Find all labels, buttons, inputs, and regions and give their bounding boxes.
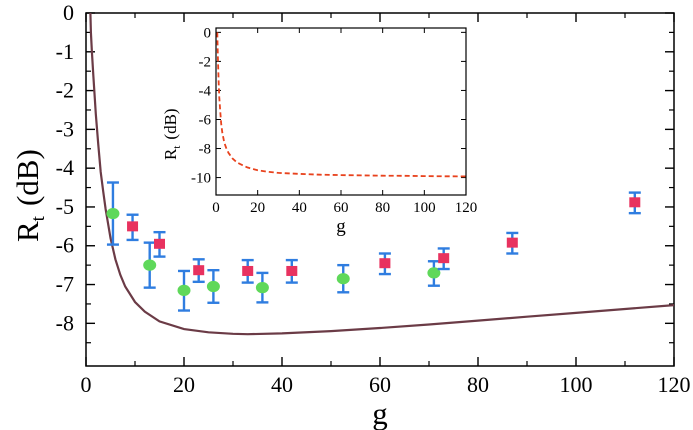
theory-curve [89, 12, 675, 336]
main-x-axis-label: g [372, 396, 388, 430]
inset-y-tick-label: 0 [204, 25, 212, 41]
inset-plot-frame [215, 27, 467, 196]
inset-x-tick-label: 80 [375, 200, 390, 216]
main-y-ticks: 0 -1 -2 -3 -4 -5 -6 -7 -8 [56, 0, 674, 344]
x-tick-label: 100 [560, 372, 593, 397]
data-point-square [242, 265, 254, 276]
inset-x-tick-label: 20 [250, 200, 265, 216]
inset-y-label-main: R [161, 148, 180, 160]
inset-x-tick-label: 0 [212, 200, 220, 216]
inset-y-tick-label: -6 [199, 112, 212, 128]
y-tick-label: -2 [56, 78, 74, 103]
inset-y-label-unit: (dB) [161, 108, 180, 139]
inset-background [216, 28, 466, 195]
x-tick-label: 0 [81, 372, 92, 397]
data-point-circle [336, 273, 350, 285]
green-circles-series [106, 181, 441, 312]
main-y-axis-label: Rt (dB) [10, 149, 49, 242]
inset-x-tick-label: 40 [292, 200, 307, 216]
main-y-label-main: R [10, 221, 45, 242]
data-point-square [379, 258, 391, 269]
inset-x-tick-label: 100 [413, 200, 436, 216]
inset-x-axis-label: g [336, 216, 346, 237]
y-tick-label: -7 [56, 272, 74, 297]
x-tick-label: 120 [658, 372, 691, 397]
data-point-square [154, 238, 165, 249]
data-point-circle [206, 280, 220, 293]
inset-y-tick-label: -8 [199, 142, 212, 158]
inset-y-tick-label: -2 [199, 54, 212, 70]
data-point-square [438, 253, 450, 264]
main-plot: 0 20 40 60 80 100 120 0 -1 -2 -3 -4 -5 -6 -7 -8 g Rt (d… [10, 0, 691, 430]
x-tick-label: 40 [271, 372, 293, 397]
data-point-square [286, 265, 298, 276]
inset-y-tick-label: -10 [191, 171, 211, 187]
inset-x-tick-label: 120 [455, 200, 478, 216]
y-tick-label: -1 [56, 39, 74, 64]
inset-x-ticks: 0 20 40 60 80 100 120 [212, 28, 477, 216]
red-squares-series [126, 191, 641, 284]
inset-x-tick-label: 60 [334, 200, 349, 216]
main-x-ticks: 0 20 40 60 80 100 120 [81, 13, 691, 397]
data-point-circle [143, 259, 157, 271]
data-point-square [127, 221, 139, 232]
main-y-label-sub: t [28, 215, 49, 221]
x-tick-label: 20 [173, 372, 195, 397]
inset-dashed-curve [216, 32, 467, 178]
data-point-circle [106, 207, 120, 220]
y-tick-label: -8 [56, 310, 74, 335]
inset-y-label-sub: t [171, 146, 183, 149]
x-tick-label: 80 [467, 372, 489, 397]
inset-y-axis-label: Rt (dB) [161, 108, 183, 160]
inset-y-ticks: 0 -2 -4 -6 -8 -10 [191, 25, 466, 187]
y-tick-label: -5 [56, 194, 74, 219]
inset-plot: 0 20 40 60 80 100 120 0 -2 -4 -6 -8 -10 g Rt (dB) [161, 25, 477, 237]
data-point-square [506, 237, 518, 248]
data-point-square [193, 265, 205, 276]
y-tick-label: -3 [56, 116, 74, 141]
main-data-series [106, 181, 641, 312]
data-point-circle [177, 284, 191, 296]
data-point-circle [427, 267, 441, 279]
y-tick-label: -4 [56, 155, 74, 180]
inset-y-tick-label: -4 [199, 83, 212, 99]
y-tick-label: 0 [63, 0, 74, 25]
data-point-circle [255, 282, 269, 294]
x-tick-label: 60 [369, 372, 391, 397]
data-point-square [629, 197, 641, 208]
main-y-label-unit: (dB) [10, 149, 45, 206]
y-tick-label: -6 [56, 233, 74, 258]
